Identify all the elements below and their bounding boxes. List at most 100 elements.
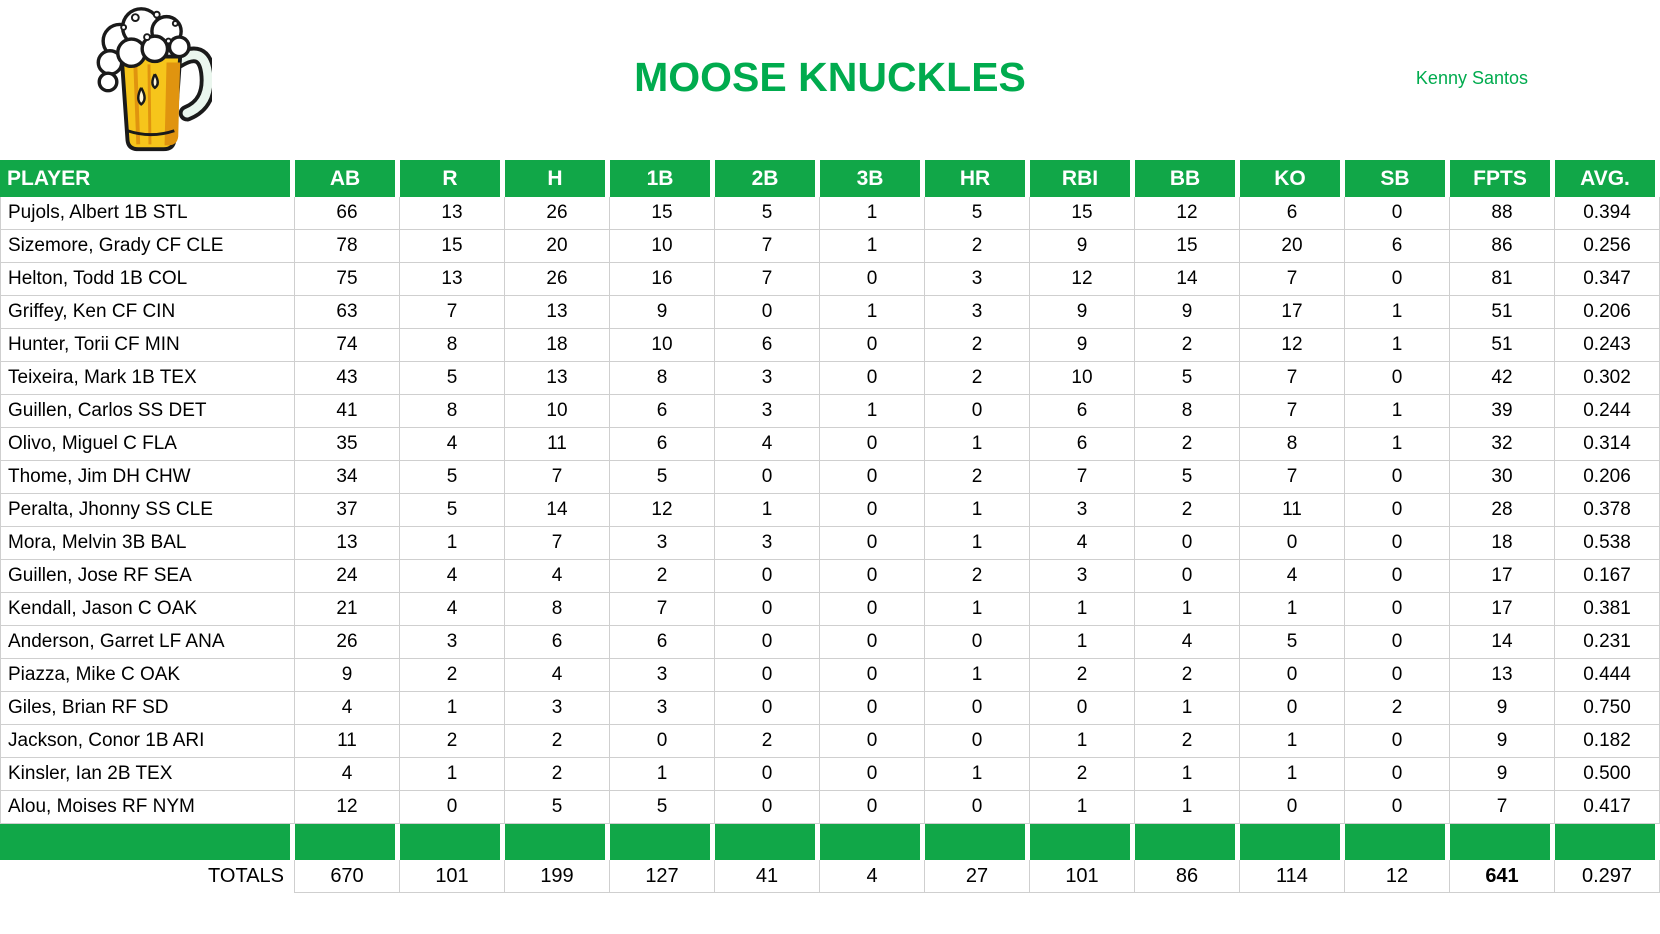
player-name-cell: Piazza, Mike C OAK [0,659,295,692]
stat-cell-bb: 8 [1135,395,1240,428]
stat-cell-bb: 14 [1135,263,1240,296]
stat-cell-avg: 0.394 [1555,197,1660,230]
stat-cell-hr: 0 [925,791,1030,824]
stat-cell-r: 5 [400,494,505,527]
totals-label: TOTALS [0,860,295,893]
stat-cell-fpts: 51 [1450,329,1555,362]
stat-cell-rbi: 10 [1030,362,1135,395]
stat-cell-1b: 10 [610,329,715,362]
stat-cell-avg: 0.206 [1555,296,1660,329]
stat-cell-sb: 0 [1345,725,1450,758]
stat-cell-rbi: 9 [1030,230,1135,263]
total-cell-3b: 4 [820,860,925,893]
stat-cell-h: 4 [505,560,610,593]
separator-cell [820,824,925,860]
stat-cell-3b: 0 [820,329,925,362]
player-row: Griffey, Ken CF CIN 63 7 13 9 0 1 3 9 9 17 1 51 0.206 [0,296,1660,329]
stat-cell-fpts: 32 [1450,428,1555,461]
stat-cell-r: 4 [400,560,505,593]
stat-cell-3b: 0 [820,494,925,527]
stat-cell-avg: 0.417 [1555,791,1660,824]
stat-cell-bb: 1 [1135,692,1240,725]
stat-cell-rbi: 15 [1030,197,1135,230]
stat-cell-rbi: 2 [1030,758,1135,791]
stat-cell-1b: 6 [610,626,715,659]
stat-cell-sb: 0 [1345,593,1450,626]
stat-cell-r: 0 [400,791,505,824]
stat-cell-1b: 6 [610,395,715,428]
stat-cell-ko: 7 [1240,362,1345,395]
player-name-cell: Anderson, Garret LF ANA [0,626,295,659]
stat-cell-ab: 24 [295,560,400,593]
stat-cell-r: 7 [400,296,505,329]
stat-cell-2b: 7 [715,230,820,263]
stat-cell-ab: 12 [295,791,400,824]
stat-cell-avg: 0.231 [1555,626,1660,659]
stat-cell-hr: 2 [925,362,1030,395]
stat-cell-h: 10 [505,395,610,428]
stat-cell-avg: 0.538 [1555,527,1660,560]
stat-cell-h: 11 [505,428,610,461]
stat-cell-rbi: 9 [1030,329,1135,362]
stat-cell-rbi: 3 [1030,560,1135,593]
stat-cell-r: 5 [400,461,505,494]
total-cell-2b: 41 [715,860,820,893]
player-name-cell: Peralta, Jhonny SS CLE [0,494,295,527]
stat-cell-sb: 0 [1345,494,1450,527]
stat-cell-1b: 5 [610,791,715,824]
stat-cell-fpts: 28 [1450,494,1555,527]
total-cell-sb: 12 [1345,860,1450,893]
stat-cell-2b: 0 [715,461,820,494]
stat-cell-avg: 0.167 [1555,560,1660,593]
stat-cell-2b: 0 [715,560,820,593]
player-row: Guillen, Jose RF SEA 24 4 4 2 0 0 2 3 0 4 0 17 0.167 [0,560,1660,593]
stat-cell-h: 20 [505,230,610,263]
stat-cell-rbi: 6 [1030,395,1135,428]
stat-cell-hr: 0 [925,692,1030,725]
stat-cell-ko: 8 [1240,428,1345,461]
column-header-ab: AB [295,160,400,197]
stat-cell-hr: 1 [925,428,1030,461]
separator-cell [1240,824,1345,860]
player-row: Mora, Melvin 3B BAL 13 1 7 3 3 0 1 4 0 0 0 18 0.538 [0,527,1660,560]
stat-cell-fpts: 9 [1450,692,1555,725]
stat-cell-ko: 7 [1240,461,1345,494]
stat-cell-2b: 0 [715,659,820,692]
stat-cell-ko: 0 [1240,527,1345,560]
separator-cell [400,824,505,860]
stat-cell-sb: 1 [1345,428,1450,461]
player-row: Alou, Moises RF NYM 12 0 5 5 0 0 0 1 1 0 0 7 0.417 [0,791,1660,824]
separator-cell [1345,824,1450,860]
stat-cell-ko: 0 [1240,659,1345,692]
stat-cell-hr: 2 [925,560,1030,593]
stat-cell-sb: 2 [1345,692,1450,725]
stat-cell-hr: 2 [925,329,1030,362]
stat-cell-avg: 0.750 [1555,692,1660,725]
total-cell-1b: 127 [610,860,715,893]
stat-cell-ko: 4 [1240,560,1345,593]
stat-cell-avg: 0.500 [1555,758,1660,791]
stat-cell-sb: 1 [1345,395,1450,428]
player-row: Helton, Todd 1B COL 75 13 26 16 7 0 3 12 14 7 0 81 0.… [0,263,1660,296]
stat-cell-r: 2 [400,725,505,758]
stat-cell-bb: 1 [1135,758,1240,791]
stat-cell-sb: 0 [1345,560,1450,593]
stat-cell-3b: 0 [820,659,925,692]
stat-cell-1b: 10 [610,230,715,263]
stat-cell-ko: 17 [1240,296,1345,329]
stat-cell-rbi: 1 [1030,725,1135,758]
stat-cell-h: 3 [505,692,610,725]
player-row: Hunter, Torii CF MIN 74 8 18 10 6 0 2 9 2 12 1 51 0.2… [0,329,1660,362]
column-header-fpts: FPTS [1450,160,1555,197]
player-row: Olivo, Miguel C FLA 35 4 11 6 4 0 1 6 2 8 1 32 0.314 [0,428,1660,461]
stat-cell-2b: 6 [715,329,820,362]
stat-cell-h: 13 [505,362,610,395]
stat-cell-fpts: 81 [1450,263,1555,296]
page-header: MOOSE KNUCKLES Kenny Santos [0,0,1660,160]
stat-cell-ko: 0 [1240,692,1345,725]
stat-cell-ko: 7 [1240,395,1345,428]
stat-cell-ab: 26 [295,626,400,659]
stat-cell-rbi: 1 [1030,626,1135,659]
stat-cell-bb: 2 [1135,659,1240,692]
